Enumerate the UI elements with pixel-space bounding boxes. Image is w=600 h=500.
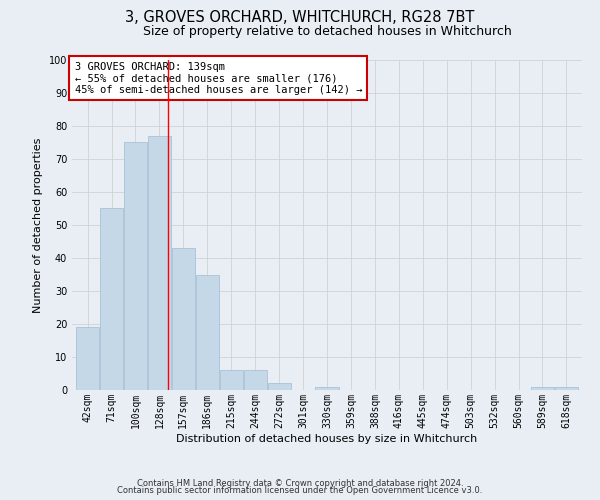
Bar bbox=[531, 386, 554, 390]
Bar bbox=[196, 274, 219, 390]
Text: 3, GROVES ORCHARD, WHITCHURCH, RG28 7BT: 3, GROVES ORCHARD, WHITCHURCH, RG28 7BT bbox=[125, 10, 475, 25]
Title: Size of property relative to detached houses in Whitchurch: Size of property relative to detached ho… bbox=[143, 25, 511, 38]
Bar bbox=[316, 386, 338, 390]
Text: 3 GROVES ORCHARD: 139sqm
← 55% of detached houses are smaller (176)
45% of semi-: 3 GROVES ORCHARD: 139sqm ← 55% of detach… bbox=[74, 62, 362, 95]
Bar bbox=[100, 208, 123, 390]
X-axis label: Distribution of detached houses by size in Whitchurch: Distribution of detached houses by size … bbox=[176, 434, 478, 444]
Bar bbox=[555, 386, 578, 390]
Bar bbox=[220, 370, 243, 390]
Bar bbox=[244, 370, 267, 390]
Text: Contains HM Land Registry data © Crown copyright and database right 2024.: Contains HM Land Registry data © Crown c… bbox=[137, 478, 463, 488]
Text: Contains public sector information licensed under the Open Government Licence v3: Contains public sector information licen… bbox=[118, 486, 482, 495]
Bar bbox=[268, 384, 290, 390]
Bar bbox=[172, 248, 195, 390]
Bar bbox=[124, 142, 147, 390]
Y-axis label: Number of detached properties: Number of detached properties bbox=[33, 138, 43, 312]
Bar bbox=[148, 136, 171, 390]
Bar bbox=[76, 328, 99, 390]
